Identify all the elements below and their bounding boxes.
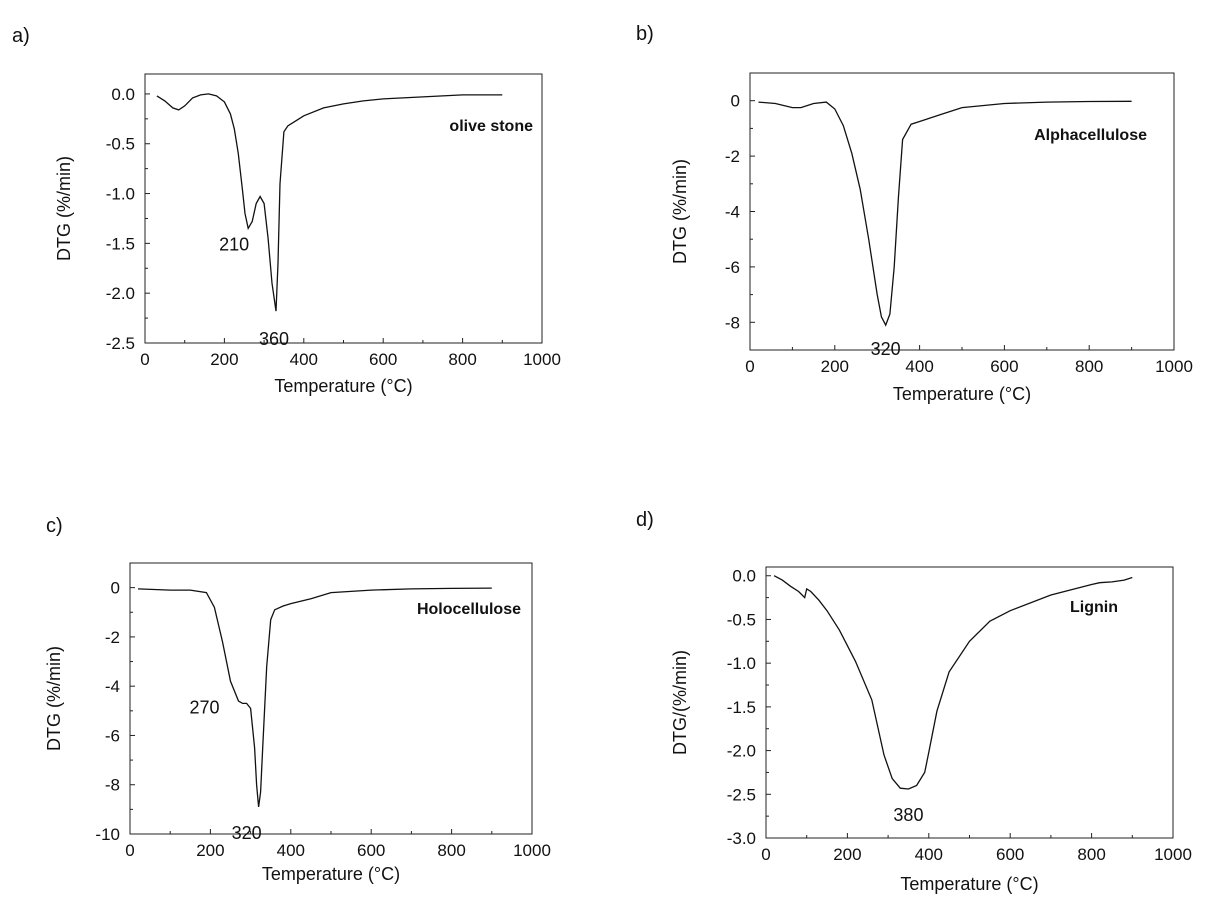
chart-3-y-tick-label: -4 [105, 677, 120, 696]
chart-2-x-tick-label: 800 [1075, 357, 1103, 376]
chart-2-x-tick-label: 1000 [1155, 357, 1193, 376]
chart-1-x-axis-label: Temperature (°C) [274, 376, 412, 396]
chart-2-y-tick-label: -4 [725, 203, 740, 222]
chart-2-y-tick-label: 0 [731, 92, 740, 111]
chart-1-peak-annotation: 210 [219, 234, 249, 254]
chart-1-x-tick-label: 200 [210, 350, 238, 369]
chart-4-y-tick-label: -1.5 [727, 698, 756, 717]
chart-4-x-tick-label: 600 [996, 845, 1024, 864]
chart-4-x-tick-label: 400 [915, 845, 943, 864]
chart-1-plot-frame [144, 73, 543, 344]
chart-2-y-tick-label: -2 [725, 147, 740, 166]
chart-2-x-tick-label: 400 [905, 357, 933, 376]
chart-4-x-axis-label: Temperature (°C) [900, 874, 1038, 894]
chart-1-y-tick-label: -2.0 [106, 284, 135, 303]
chart-1-series-line [156, 93, 503, 312]
chart-3-x-axis-label: Temperature (°C) [262, 864, 400, 884]
chart-4-y-tick-label: -3.0 [727, 829, 756, 848]
chart-1-y-tick-label: -1.5 [106, 234, 135, 253]
chart-2-x-tick-label: 200 [821, 357, 849, 376]
chart-3-y-tick-label: -8 [105, 776, 120, 795]
chart-1-y-axis-label: DTG (%/min) [54, 156, 74, 261]
chart-4-y-axis-label: DTG/(%/min) [670, 650, 690, 755]
chart-3-x-tick-label: 800 [437, 841, 465, 860]
chart-2-x-tick-label: 600 [990, 357, 1018, 376]
chart-4-y-tick-label: -2.0 [727, 742, 756, 761]
chart-3-peak-annotation: 320 [232, 823, 262, 843]
chart-4-series-line [773, 575, 1133, 790]
chart-1-panel-label: a) [12, 25, 30, 47]
chart-4-y-tick-label: -2.5 [727, 785, 756, 804]
chart-1-y-tick-label: -1.0 [106, 185, 135, 204]
chart-3-x-tick-label: 1000 [513, 841, 551, 860]
chart-2-panel-label: b) [636, 23, 654, 45]
chart-2-plot-frame [749, 72, 1175, 351]
chart-4-peak-annotation: 380 [893, 805, 923, 825]
chart-1-x-tick-label: 800 [448, 350, 476, 369]
chart-3-x-tick-label: 400 [277, 841, 305, 860]
chart-4-x-tick-label: 1000 [1154, 845, 1192, 864]
chart-3-y-tick-label: -10 [95, 825, 120, 844]
chart-1-x-tick-label: 600 [369, 350, 397, 369]
chart-3-y-axis-label: DTG (%/min) [44, 646, 64, 751]
chart-1-x-tick-label: 400 [290, 350, 318, 369]
chart-1-legend-label: olive stone [449, 118, 533, 135]
chart-4-y-tick-label: -0.5 [727, 610, 756, 629]
chart-3-legend-label: Holocellulose [417, 601, 521, 618]
chart-4-x-tick-label: 200 [833, 845, 861, 864]
chart-1-peak-annotation: 360 [259, 329, 289, 349]
chart-2-y-tick-label: -6 [725, 258, 740, 277]
chart-4-y-tick-label: -1.0 [727, 654, 756, 673]
chart-3-y-tick-label: -6 [105, 726, 120, 745]
chart-4-x-tick-label: 0 [761, 845, 770, 864]
chart-3-panel-label: c) [46, 515, 63, 537]
chart-3-y-tick-label: -2 [105, 628, 120, 647]
chart-3-x-tick-label: 600 [357, 841, 385, 860]
chart-4-y-tick-label: 0.0 [732, 567, 756, 586]
chart-2-x-tick-label: 0 [745, 357, 754, 376]
chart-4-x-tick-label: 800 [1077, 845, 1105, 864]
chart-1-x-tick-label: 1000 [523, 350, 561, 369]
chart-2-y-axis-label: DTG (%/min) [670, 159, 690, 264]
chart-3-x-tick-label: 0 [125, 841, 134, 860]
chart-2-y-tick-label: -8 [725, 313, 740, 332]
chart-1-x-tick-label: 0 [140, 350, 149, 369]
chart-2-x-axis-label: Temperature (°C) [893, 384, 1031, 404]
chart-3-y-tick-label: 0 [111, 579, 120, 598]
chart-4-panel-label: d) [636, 509, 654, 531]
chart-2-series-line [758, 100, 1132, 327]
chart-2-legend-label: Alphacellulose [1034, 127, 1147, 144]
chart-1-y-tick-label: -0.5 [106, 135, 135, 154]
chart-1-y-tick-label: -2.5 [106, 334, 135, 353]
chart-2-peak-annotation: 320 [871, 339, 901, 359]
chart-1-y-tick-label: 0.0 [111, 85, 135, 104]
chart-3-peak-annotation: 270 [190, 697, 220, 717]
chart-4-legend-label: Lignin [1070, 599, 1118, 616]
chart-3-x-tick-label: 200 [196, 841, 224, 860]
chart-3-series-line [137, 587, 492, 807]
